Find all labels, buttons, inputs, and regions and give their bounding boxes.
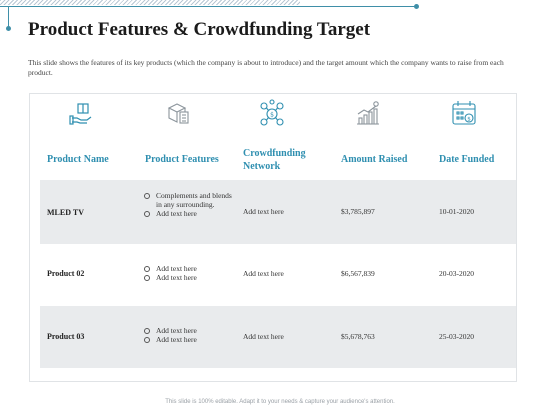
product-features-list: Complements and blends in any surroundin… [144,191,236,218]
decorative-dot [6,26,11,31]
amount-raised: $5,678,763 [341,332,375,341]
feature-item: Add text here [144,326,236,335]
packages-icon [165,98,191,130]
crowdfunding-network: Add text here [243,332,284,341]
product-name: MLED TV [47,208,84,217]
decorative-hatch [0,0,300,5]
product-name: Product 02 [47,269,85,278]
slide-footer: This slide is 100% editable. Adapt it to… [165,399,395,405]
date-funded: 20-03-2020 [439,269,474,278]
decorative-left-line [8,7,9,27]
header-icons: $ $ [40,98,520,140]
product-features-list: Add text here Add text here [144,326,236,344]
header-product-features: Product Features [145,154,219,165]
date-funded: 25-03-2020 [439,332,474,341]
hand-box-icon [69,98,95,130]
table-row: Product 02 Add text here Add text here A… [40,244,516,306]
crowdfunding-network: Add text here [243,207,284,216]
header-network-line2: Network [243,161,281,172]
growth-chart-icon [355,98,381,130]
calendar-money-icon: $ [451,98,477,130]
table-row: Product 03 Add text here Add text here A… [40,306,516,368]
table-row: MLED TV Complements and blends in any su… [40,180,516,244]
feature-item: Add text here [144,273,236,282]
header-amount-raised: Amount Raised [341,154,408,165]
crowdfunding-network: Add text here [243,269,284,278]
amount-raised: $3,785,897 [341,207,375,216]
svg-text:$: $ [467,116,471,122]
date-funded: 10-01-2020 [439,207,474,216]
header-crowdfunding-network: Crowdfunding Network [243,147,306,173]
product-features-list: Add text here Add text here [144,264,236,282]
decorative-dot [414,4,419,9]
product-name: Product 03 [47,332,85,341]
header-network-line1: Crowdfunding [243,148,306,159]
slide-description: This slide shows the features of its key… [28,58,504,77]
slide-title: Product Features & Crowdfunding Target [28,19,371,40]
money-network-icon: $ [259,98,285,130]
svg-text:$: $ [270,112,274,119]
header-product-name: Product Name [47,154,109,165]
decorative-top-line [0,6,416,7]
feature-item: Add text here [144,209,236,218]
feature-item: Add text here [144,264,236,273]
feature-item: Complements and blends in any surroundin… [144,191,236,209]
amount-raised: $6,567,839 [341,269,375,278]
header-date-funded: Date Funded [439,154,495,165]
feature-item: Add text here [144,335,236,344]
